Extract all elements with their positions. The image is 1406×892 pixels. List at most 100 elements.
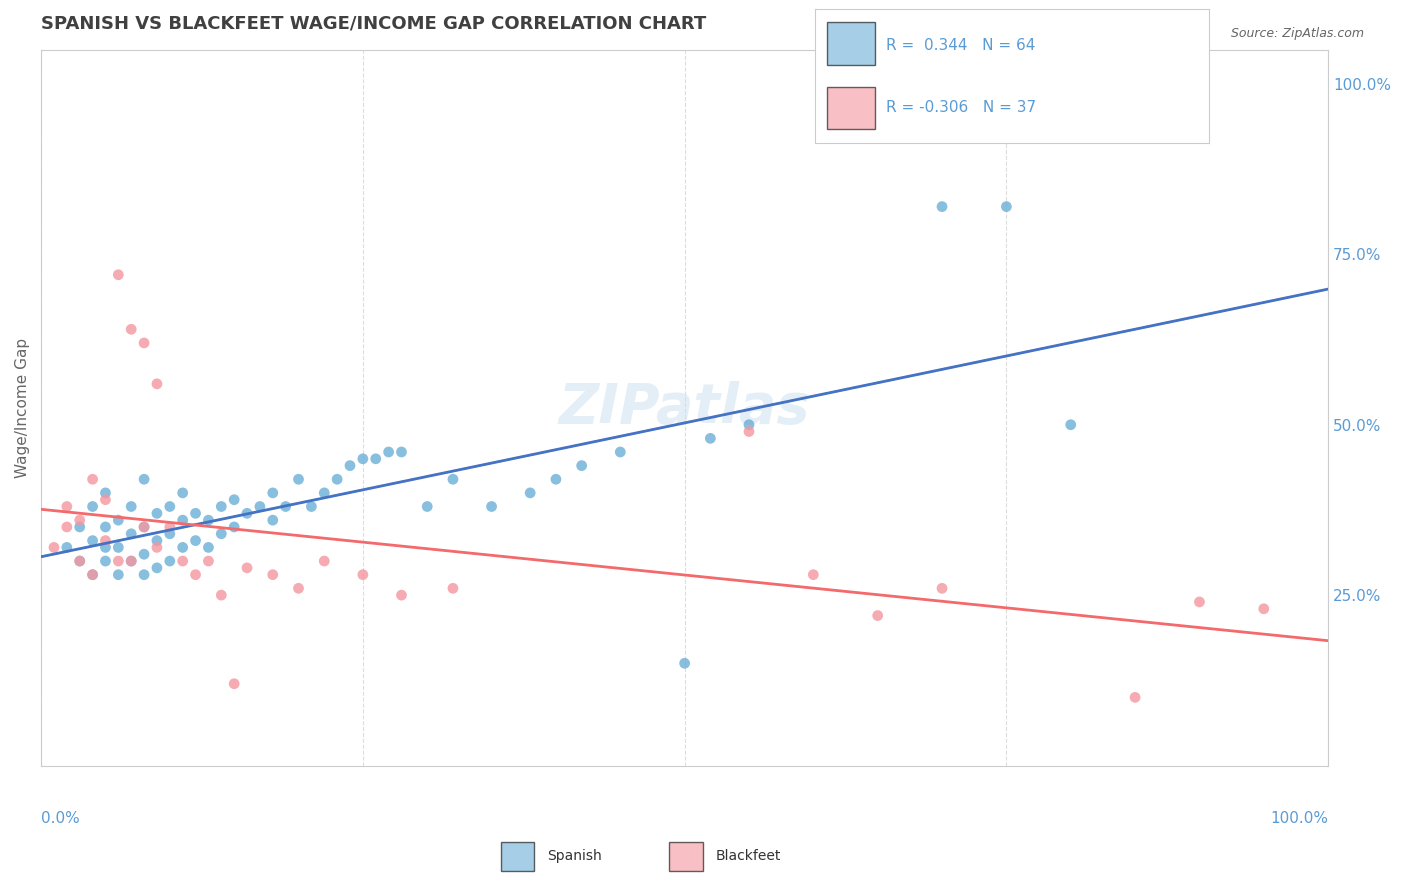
Point <box>172 541 194 555</box>
Point <box>94 486 117 500</box>
Point <box>82 567 104 582</box>
Point <box>197 541 219 555</box>
Point <box>94 520 117 534</box>
Point <box>209 500 232 514</box>
Point <box>120 500 142 514</box>
Point <box>299 500 322 514</box>
Point <box>107 541 129 555</box>
Point <box>262 513 284 527</box>
Text: Source: ZipAtlas.com: Source: ZipAtlas.com <box>1230 27 1364 40</box>
Point <box>159 500 181 514</box>
Point <box>56 541 79 555</box>
Point <box>120 322 142 336</box>
Point <box>314 554 336 568</box>
Point <box>120 554 142 568</box>
Point <box>146 541 169 555</box>
Point <box>441 582 464 596</box>
Point <box>120 554 142 568</box>
Point <box>866 608 889 623</box>
Point <box>132 567 155 582</box>
Point <box>132 335 155 350</box>
Point <box>82 533 104 548</box>
Text: Spanish: Spanish <box>547 849 602 863</box>
Point <box>931 582 953 596</box>
Point <box>262 567 284 582</box>
Point <box>107 554 129 568</box>
Point <box>69 554 91 568</box>
Point <box>209 526 232 541</box>
Point <box>673 657 696 671</box>
Point <box>352 451 374 466</box>
Point <box>352 567 374 582</box>
Point <box>236 506 259 520</box>
Point <box>94 492 117 507</box>
Y-axis label: Wage/Income Gap: Wage/Income Gap <box>15 337 30 478</box>
Point <box>609 445 631 459</box>
Point <box>224 492 246 507</box>
Point <box>132 472 155 486</box>
Point <box>184 533 207 548</box>
Text: R =  0.344   N = 64: R = 0.344 N = 64 <box>886 37 1036 53</box>
Text: 0.0%: 0.0% <box>41 811 80 826</box>
Point <box>224 520 246 534</box>
Point <box>391 445 413 459</box>
Point <box>146 561 169 575</box>
Point <box>995 200 1018 214</box>
Point <box>172 486 194 500</box>
Point <box>738 417 761 432</box>
FancyBboxPatch shape <box>669 842 703 871</box>
Point <box>69 554 91 568</box>
Text: SPANISH VS BLACKFEET WAGE/INCOME GAP CORRELATION CHART: SPANISH VS BLACKFEET WAGE/INCOME GAP COR… <box>41 15 706 33</box>
Point <box>801 567 824 582</box>
Point <box>224 677 246 691</box>
Point <box>146 376 169 391</box>
Point <box>262 486 284 500</box>
Point <box>197 513 219 527</box>
Text: 100.0%: 100.0% <box>1270 811 1329 826</box>
Point <box>364 451 387 466</box>
Point <box>441 472 464 486</box>
Point <box>159 554 181 568</box>
Point <box>172 513 194 527</box>
Point <box>132 520 155 534</box>
Point <box>377 445 399 459</box>
Point <box>1253 601 1275 615</box>
Point <box>120 526 142 541</box>
Point <box>69 513 91 527</box>
Point <box>544 472 567 486</box>
Point <box>287 472 309 486</box>
Point <box>197 554 219 568</box>
Point <box>236 561 259 575</box>
FancyBboxPatch shape <box>827 22 875 65</box>
Point <box>1188 595 1211 609</box>
Point <box>931 200 953 214</box>
FancyBboxPatch shape <box>827 87 875 129</box>
Point <box>1060 417 1083 432</box>
Point <box>146 533 169 548</box>
Point <box>159 520 181 534</box>
Point <box>159 526 181 541</box>
Point <box>274 500 297 514</box>
Text: ZIPatlas: ZIPatlas <box>558 381 810 434</box>
Point <box>82 500 104 514</box>
Point <box>326 472 349 486</box>
Point <box>481 500 503 514</box>
Point <box>571 458 593 473</box>
Point <box>184 567 207 582</box>
Point <box>132 547 155 561</box>
Point <box>107 567 129 582</box>
Point <box>519 486 541 500</box>
Text: Blackfeet: Blackfeet <box>716 849 780 863</box>
Point <box>249 500 271 514</box>
Point <box>339 458 361 473</box>
Point <box>738 425 761 439</box>
Point <box>146 506 169 520</box>
Point <box>69 520 91 534</box>
Point <box>42 541 65 555</box>
Point <box>416 500 439 514</box>
Point <box>107 268 129 282</box>
Point <box>94 533 117 548</box>
Point <box>94 541 117 555</box>
Point <box>56 500 79 514</box>
Text: R = -0.306   N = 37: R = -0.306 N = 37 <box>886 101 1036 115</box>
